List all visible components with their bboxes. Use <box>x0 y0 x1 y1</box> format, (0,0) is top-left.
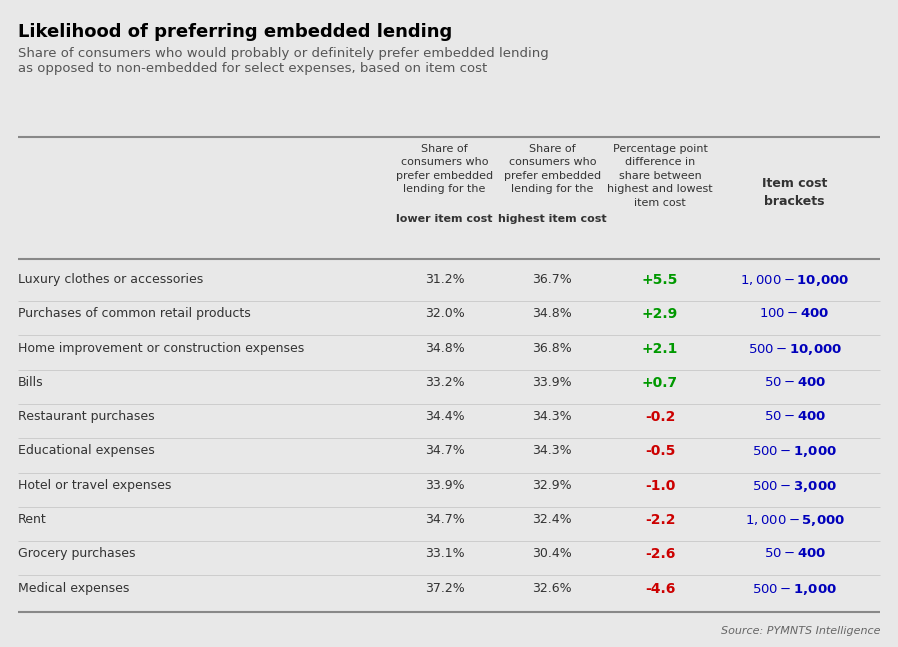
Text: -2.6: -2.6 <box>645 547 675 562</box>
Text: 32.6%: 32.6% <box>533 582 572 595</box>
Text: Educational expenses: Educational expenses <box>18 444 154 457</box>
Text: +5.5: +5.5 <box>642 273 678 287</box>
Text: Luxury clothes or accessories: Luxury clothes or accessories <box>18 273 203 286</box>
Text: Share of
consumers who
prefer embedded
lending for the: Share of consumers who prefer embedded l… <box>504 144 601 195</box>
Text: 33.9%: 33.9% <box>533 376 572 389</box>
Text: +0.7: +0.7 <box>642 376 678 390</box>
Text: $500-$1,000: $500-$1,000 <box>753 444 837 459</box>
Text: +2.1: +2.1 <box>642 342 678 356</box>
Text: $1,000-$5,000: $1,000-$5,000 <box>744 513 845 528</box>
Text: Purchases of common retail products: Purchases of common retail products <box>18 307 251 320</box>
Text: 34.4%: 34.4% <box>425 410 464 423</box>
Text: 30.4%: 30.4% <box>533 547 572 560</box>
Text: $50-$400: $50-$400 <box>763 547 826 560</box>
Text: Rent: Rent <box>18 513 47 526</box>
Text: 33.2%: 33.2% <box>425 376 464 389</box>
Text: Hotel or travel expenses: Hotel or travel expenses <box>18 479 172 492</box>
Text: Percentage point
difference in
share between
highest and lowest
item cost: Percentage point difference in share bet… <box>607 144 713 208</box>
Text: 34.8%: 34.8% <box>533 307 572 320</box>
Text: 37.2%: 37.2% <box>425 582 464 595</box>
Text: -0.5: -0.5 <box>645 444 675 459</box>
Text: 34.8%: 34.8% <box>425 342 464 355</box>
Text: 33.1%: 33.1% <box>425 547 464 560</box>
Text: Medical expenses: Medical expenses <box>18 582 129 595</box>
Text: +2.9: +2.9 <box>642 307 678 322</box>
Text: 36.8%: 36.8% <box>533 342 572 355</box>
Text: Bills: Bills <box>18 376 44 389</box>
Text: -2.2: -2.2 <box>645 513 675 527</box>
Text: $50-$400: $50-$400 <box>763 410 826 423</box>
Text: Likelihood of preferring embedded lending: Likelihood of preferring embedded lendin… <box>18 23 453 41</box>
Text: Restaurant purchases: Restaurant purchases <box>18 410 154 423</box>
Text: Home improvement or construction expenses: Home improvement or construction expense… <box>18 342 304 355</box>
Text: $1,000-$10,000: $1,000-$10,000 <box>740 273 850 288</box>
Text: $50-$400: $50-$400 <box>763 376 826 389</box>
Text: $500-$1,000: $500-$1,000 <box>753 582 837 597</box>
Text: Source: PYMNTS Intelligence: Source: PYMNTS Intelligence <box>720 626 880 636</box>
Text: Share of
consumers who
prefer embedded
lending for the: Share of consumers who prefer embedded l… <box>396 144 493 195</box>
Text: lower item cost: lower item cost <box>396 214 493 223</box>
Text: 31.2%: 31.2% <box>425 273 464 286</box>
Text: Item cost
brackets: Item cost brackets <box>762 177 827 208</box>
Text: 32.0%: 32.0% <box>425 307 464 320</box>
Text: $500-$10,000: $500-$10,000 <box>748 342 841 356</box>
Text: $100-$400: $100-$400 <box>760 307 830 320</box>
Text: $500-$3,000: $500-$3,000 <box>753 479 837 494</box>
Text: 34.7%: 34.7% <box>425 444 464 457</box>
Text: -0.2: -0.2 <box>645 410 675 424</box>
Text: 36.7%: 36.7% <box>533 273 572 286</box>
Text: Grocery purchases: Grocery purchases <box>18 547 136 560</box>
Text: 34.3%: 34.3% <box>533 410 572 423</box>
Text: highest item cost: highest item cost <box>498 214 606 223</box>
Text: Share of consumers who would probably or definitely prefer embedded lending
as o: Share of consumers who would probably or… <box>18 47 549 74</box>
Text: 33.9%: 33.9% <box>425 479 464 492</box>
Text: 34.3%: 34.3% <box>533 444 572 457</box>
Text: 32.4%: 32.4% <box>533 513 572 526</box>
Text: -1.0: -1.0 <box>645 479 675 493</box>
Text: 32.9%: 32.9% <box>533 479 572 492</box>
Text: 34.7%: 34.7% <box>425 513 464 526</box>
Text: -4.6: -4.6 <box>645 582 675 596</box>
